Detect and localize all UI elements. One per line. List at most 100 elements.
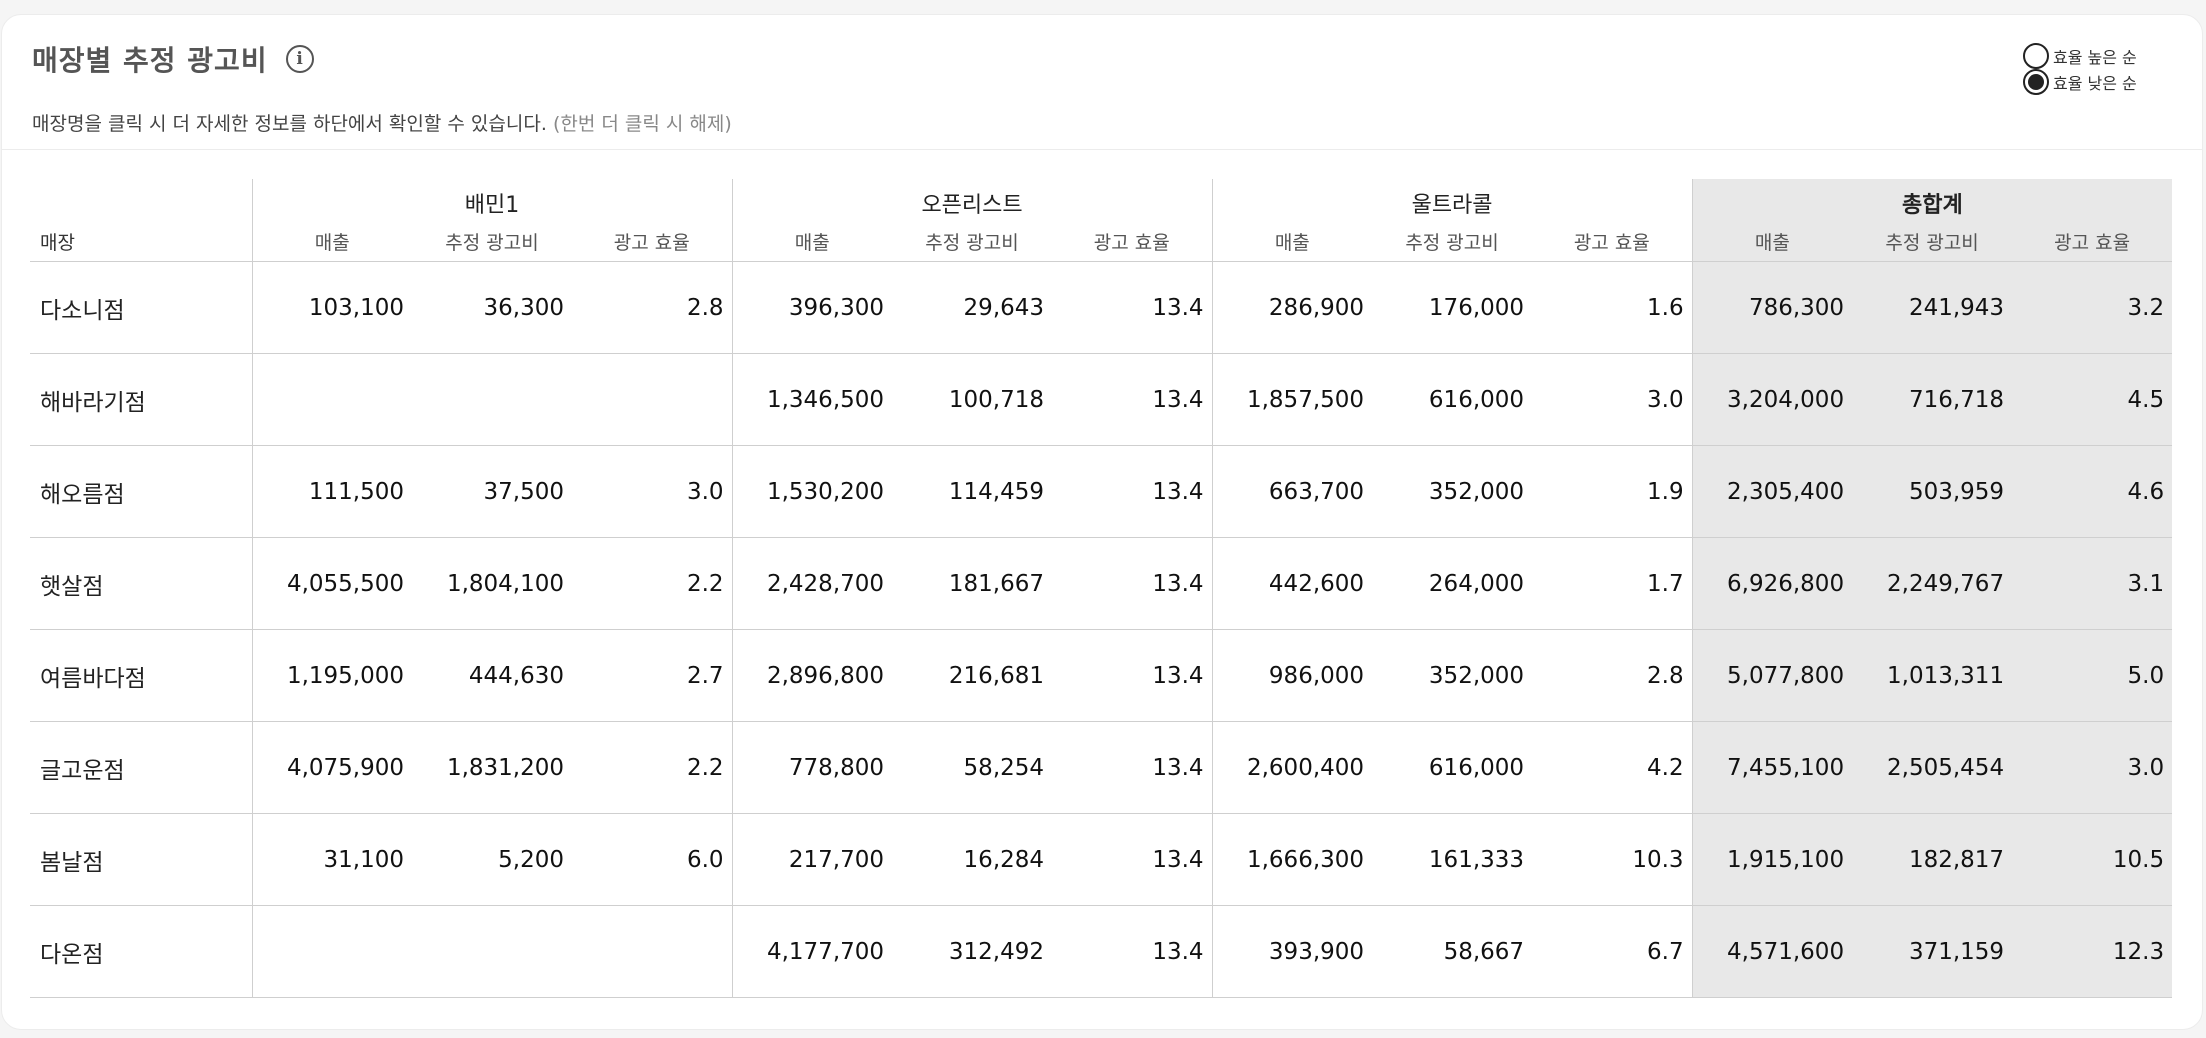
col-header-ad-cost: 추정 광고비 xyxy=(412,221,572,262)
sales-cell: 2,896,800 xyxy=(731,629,893,722)
sales-cell: 663,700 xyxy=(1211,445,1373,538)
title-row: 매장별 추정 광고비 i xyxy=(32,39,314,79)
ad-efficiency-cell: 2.7 xyxy=(572,629,733,722)
sort-option-label: 효율 낮은 순 xyxy=(2053,74,2137,93)
sort-option-high[interactable]: 효율 높은 순 xyxy=(2023,43,2137,69)
ad-cost-cell: 181,667 xyxy=(892,537,1053,630)
total-ad-efficiency-cell: 3.0 xyxy=(2012,721,2173,814)
ad-cost-cell: 58,254 xyxy=(892,721,1053,814)
info-icon[interactable]: i xyxy=(285,45,314,73)
subtitle-hint: (한번 더 클릭 시 해제) xyxy=(552,113,732,135)
store-name-cell[interactable]: 해오름점 xyxy=(30,445,252,538)
ad-efficiency-cell: 2.2 xyxy=(572,721,733,814)
sales-cell: 2,428,700 xyxy=(731,537,893,630)
header-divider xyxy=(2,149,2202,150)
ad-efficiency-cell: 13.4 xyxy=(1052,445,1213,538)
table-row[interactable]: 해바라기점 1,346,500 100,718 13.4 1,857,500 616,00… xyxy=(30,353,2173,446)
sales-cell: 396,300 xyxy=(731,261,893,354)
store-name-cell[interactable]: 여름바다점 xyxy=(30,629,252,722)
ad-efficiency-cell: 13.4 xyxy=(1052,905,1213,998)
ad-efficiency-cell: 10.3 xyxy=(1532,813,1693,906)
ad-efficiency-cell: 13.4 xyxy=(1052,261,1213,354)
store-name-cell[interactable]: 햇살점 xyxy=(30,537,252,630)
total-sales-cell: 5,077,800 xyxy=(1691,629,1853,722)
total-sales-cell: 4,571,600 xyxy=(1691,905,1853,998)
total-ad-cost-cell: 716,718 xyxy=(1852,353,2013,446)
ad-efficiency-cell: 13.4 xyxy=(1052,353,1213,446)
ad-cost-cell xyxy=(412,905,572,998)
col-header-sales: 매출 xyxy=(731,221,893,262)
group-header-total: 총합계 xyxy=(1691,179,2173,221)
total-sales-cell: 2,305,400 xyxy=(1691,445,1853,538)
table-row[interactable]: 글고운점 4,075,900 1,831,200 2.2 778,800 58,254 13… xyxy=(30,721,2173,814)
ad-cost-cell: 1,804,100 xyxy=(412,537,572,630)
store-name-cell[interactable]: 봄날점 xyxy=(30,813,252,906)
sales-cell: 1,666,300 xyxy=(1211,813,1373,906)
store-column-header: 매장 xyxy=(30,221,252,262)
ad-cost-cell: 5,200 xyxy=(412,813,572,906)
sales-cell: 1,530,200 xyxy=(731,445,893,538)
sales-cell: 1,195,000 xyxy=(251,629,412,722)
ad-efficiency-cell: 1.9 xyxy=(1532,445,1693,538)
total-ad-efficiency-cell: 4.6 xyxy=(2012,445,2173,538)
sales-cell: 103,100 xyxy=(251,261,412,354)
sales-cell: 986,000 xyxy=(1211,629,1373,722)
total-ad-efficiency-cell: 3.1 xyxy=(2012,537,2173,630)
ad-efficiency-cell xyxy=(572,905,733,998)
col-header-ad-efficiency: 광고 효율 xyxy=(2012,221,2173,262)
col-header-sales: 매출 xyxy=(1691,221,1853,262)
store-name-cell[interactable]: 해바라기점 xyxy=(30,353,252,446)
total-ad-cost-cell: 503,959 xyxy=(1852,445,2013,538)
ad-efficiency-cell: 2.8 xyxy=(572,261,733,354)
col-header-ad-efficiency: 광고 효율 xyxy=(1052,221,1213,262)
radio-checked-icon[interactable] xyxy=(2023,69,2049,95)
sales-cell: 442,600 xyxy=(1211,537,1373,630)
ad-efficiency-cell: 13.4 xyxy=(1052,629,1213,722)
col-header-ad-cost: 추정 광고비 xyxy=(1852,221,2013,262)
sort-options: 효율 높은 순 효율 낮은 순 xyxy=(2023,43,2137,95)
table-row[interactable]: 다소니점 103,100 36,300 2.8 396,300 29,643 13.4 286… xyxy=(30,261,2173,354)
table-row[interactable]: 해오름점 111,500 37,500 3.0 1,530,200 114,459 13.4… xyxy=(30,445,2173,538)
sales-cell: 393,900 xyxy=(1211,905,1373,998)
table-row[interactable]: 다온점 4,177,700 312,492 13.4 393,900 58,667 6.7 4… xyxy=(30,905,2173,998)
sort-option-low[interactable]: 효율 낮은 순 xyxy=(2023,69,2137,95)
total-ad-efficiency-cell: 5.0 xyxy=(2012,629,2173,722)
subtitle: 매장명을 클릭 시 더 자세한 정보를 하단에서 확인할 수 있습니다. (한번… xyxy=(32,109,732,136)
page-title: 매장별 추정 광고비 xyxy=(32,44,268,77)
sales-cell xyxy=(251,353,412,446)
total-ad-cost-cell: 241,943 xyxy=(1852,261,2013,354)
table-row[interactable]: 봄날점 31,100 5,200 6.0 217,700 16,284 13.4 1,666,… xyxy=(30,813,2173,906)
store-name-cell[interactable]: 다소니점 xyxy=(30,261,252,354)
group-header-ultracall: 울트라콜 xyxy=(1211,179,1693,221)
ad-efficiency-cell: 1.7 xyxy=(1532,537,1693,630)
table-row[interactable]: 햇살점 4,055,500 1,804,100 2.2 2,428,700 181,667… xyxy=(30,537,2173,630)
ad-efficiency-cell: 2.2 xyxy=(572,537,733,630)
sales-cell: 778,800 xyxy=(731,721,893,814)
col-header-ad-cost: 추정 광고비 xyxy=(1372,221,1533,262)
subtitle-main: 매장명을 클릭 시 더 자세한 정보를 하단에서 확인할 수 있습니다. xyxy=(32,113,547,135)
total-sales-cell: 7,455,100 xyxy=(1691,721,1853,814)
ad-cost-cell: 100,718 xyxy=(892,353,1053,446)
radio-unchecked-icon[interactable] xyxy=(2023,43,2049,69)
sales-cell: 31,100 xyxy=(251,813,412,906)
total-ad-cost-cell: 182,817 xyxy=(1852,813,2013,906)
store-name-cell[interactable]: 글고운점 xyxy=(30,721,252,814)
ad-cost-cell: 36,300 xyxy=(412,261,572,354)
ad-cost-cell: 616,000 xyxy=(1372,721,1533,814)
sales-cell: 4,055,500 xyxy=(251,537,412,630)
sales-cell: 1,857,500 xyxy=(1211,353,1373,446)
ad-efficiency-cell: 6.7 xyxy=(1532,905,1693,998)
total-ad-efficiency-cell: 10.5 xyxy=(2012,813,2173,906)
ad-efficiency-cell: 1.6 xyxy=(1532,261,1693,354)
ad-cost-cell: 114,459 xyxy=(892,445,1053,538)
ad-cost-cell: 1,831,200 xyxy=(412,721,572,814)
sales-cell: 4,177,700 xyxy=(731,905,893,998)
table-body: 다소니점 103,100 36,300 2.8 396,300 29,643 13.4 286… xyxy=(30,261,2173,998)
total-sales-cell: 1,915,100 xyxy=(1691,813,1853,906)
sort-option-label: 효율 높은 순 xyxy=(2053,48,2137,67)
total-ad-cost-cell: 371,159 xyxy=(1852,905,2013,998)
table-row[interactable]: 여름바다점 1,195,000 444,630 2.7 2,896,800 216,681… xyxy=(30,629,2173,722)
store-name-cell[interactable]: 다온점 xyxy=(30,905,252,998)
total-sales-cell: 3,204,000 xyxy=(1691,353,1853,446)
sales-cell: 2,600,400 xyxy=(1211,721,1373,814)
